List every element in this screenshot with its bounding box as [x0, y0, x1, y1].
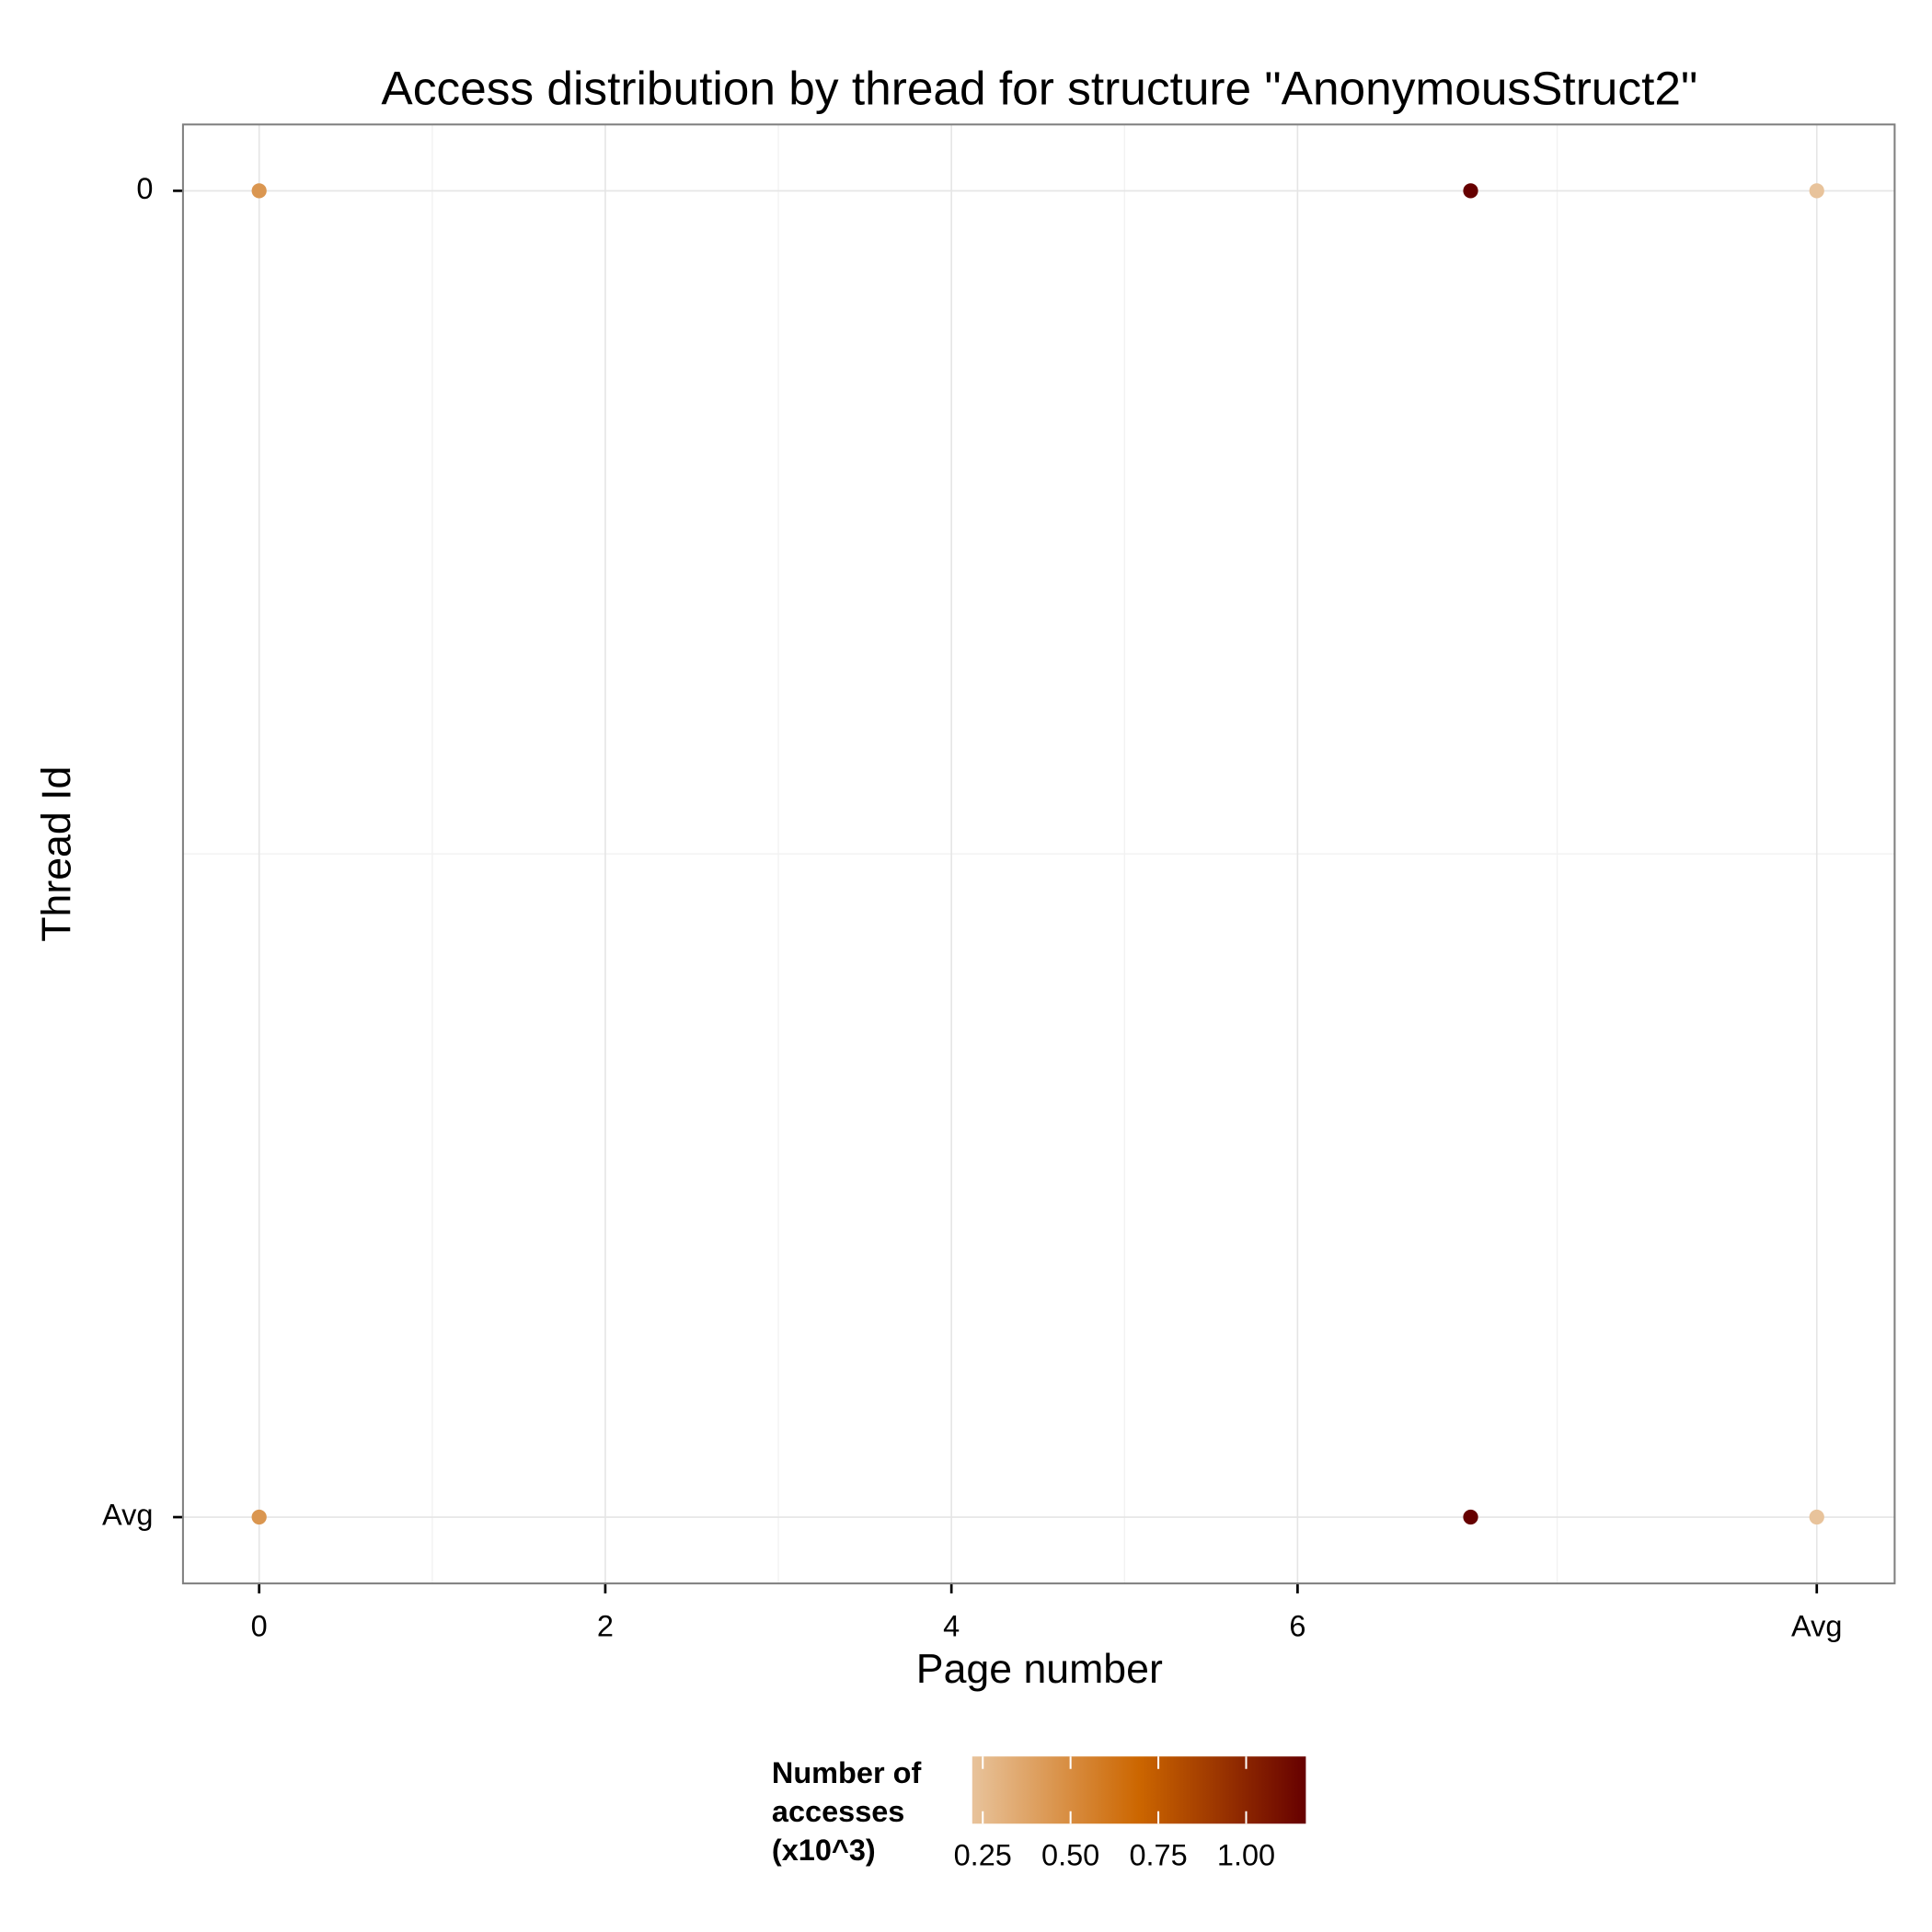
point	[251, 183, 267, 199]
colorbar-title: Number of	[772, 1756, 922, 1789]
plot-border	[181, 123, 1896, 1585]
point	[1463, 183, 1478, 199]
point	[1463, 1509, 1478, 1525]
y-tick-label: 0	[136, 172, 153, 205]
chart-title: Access distribution by thread for struct…	[381, 62, 1697, 115]
point	[251, 1509, 267, 1525]
x-tick-label: 2	[597, 1609, 614, 1642]
colorbar-title: accesses	[772, 1795, 904, 1828]
x-axis-label: Page number	[916, 1647, 1163, 1692]
colorbar-tick-label: 1.00	[1217, 1838, 1275, 1871]
colorbar-title: (x10^3)	[772, 1834, 876, 1867]
x-tick-label: 6	[1289, 1609, 1305, 1642]
point	[1809, 1509, 1824, 1525]
colorbar-tick-label: 0.25	[954, 1838, 1012, 1871]
y-tick-label: Avg	[102, 1499, 153, 1532]
x-tick-label: 4	[943, 1609, 960, 1642]
point	[1809, 183, 1824, 199]
x-tick-label: Avg	[1791, 1609, 1842, 1642]
colorbar-tick-label: 0.75	[1129, 1838, 1187, 1871]
colorbar-tick-label: 0.50	[1041, 1838, 1099, 1871]
y-axis-label: Thread Id	[35, 766, 80, 942]
x-tick-label: 0	[251, 1609, 268, 1642]
colorbar	[972, 1756, 1306, 1824]
